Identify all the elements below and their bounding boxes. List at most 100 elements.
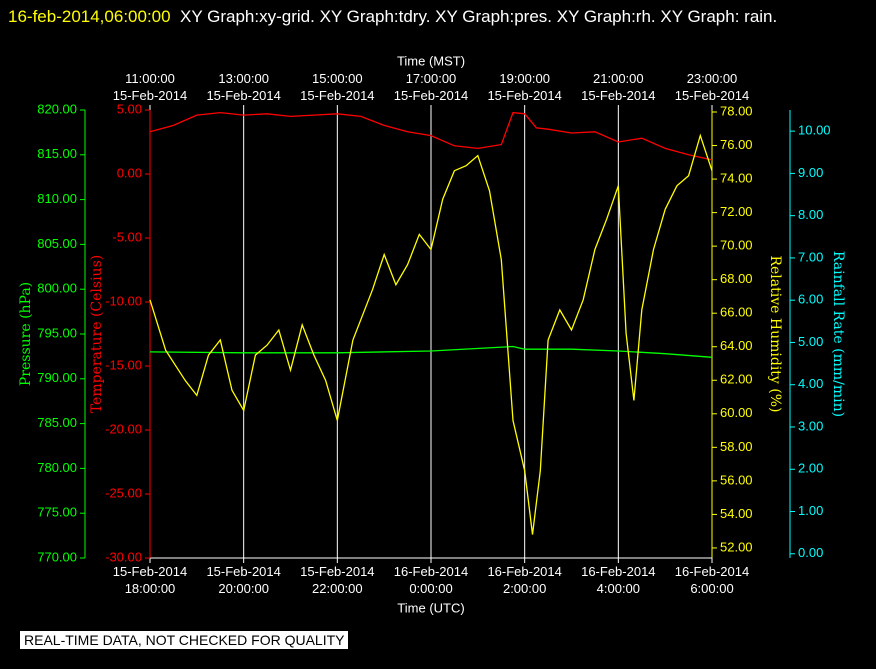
y3-tick-label: 810.00	[37, 191, 77, 206]
timestamp: 16-feb-2014,06:00:00	[8, 7, 171, 26]
data-line	[149, 111, 713, 161]
y4-tick-label: 4.00	[798, 376, 823, 391]
x-tick-label: 15-Feb-2014 22:00:00	[300, 564, 374, 596]
y3-axis-title: Pressure (hPa)	[18, 282, 34, 386]
y-tick-label: -5.00	[112, 229, 142, 244]
y2-tick-label: 66.00	[720, 305, 753, 320]
x-tick-label: 19:00:00 15-Feb-2014	[487, 71, 561, 103]
x-tick-label-line: 15-Feb-2014	[581, 88, 655, 103]
x-axis-title: Time (UTC)	[397, 600, 464, 615]
x-tick-label-line: 15-Feb-2014	[300, 564, 374, 579]
x-tick-label-line: 6:00:00	[690, 581, 733, 596]
x-tick-label: 23:00:00 15-Feb-2014	[675, 71, 749, 103]
x-tick-label-line: 19:00:00	[499, 71, 550, 86]
y4-tick-label: 10.00	[798, 123, 831, 138]
x-tick-label-line: 2:00:00	[503, 581, 546, 596]
y4-tick-label: 1.00	[798, 503, 823, 518]
y3-tick-label: 815.00	[37, 146, 77, 161]
y2-tick-label: 62.00	[720, 372, 753, 387]
y3-tick-label: 775.00	[37, 505, 77, 520]
y3-tick-label: 800.00	[37, 281, 77, 296]
x-tick-label-line: 20:00:00	[218, 581, 269, 596]
x-tick-label-line: 15-Feb-2014	[487, 88, 561, 103]
x-tick-label-line: 16-Feb-2014	[581, 564, 655, 579]
x-tick-label: 16-Feb-2014 4:00:00	[581, 564, 655, 596]
y3-tick-label: 820.00	[37, 101, 77, 116]
y4-tick-label: 0.00	[798, 545, 823, 560]
y-tick-label: 5.00	[117, 101, 142, 116]
x-tick-label-line: 18:00:00	[125, 581, 176, 596]
y4-tick-label: 5.00	[798, 334, 823, 349]
y3-tick-label: 805.00	[37, 236, 77, 251]
data-line	[149, 133, 713, 535]
x-tick-label-line: 15-Feb-2014	[206, 564, 280, 579]
y4-tick-label: 8.00	[798, 207, 823, 222]
x-tick-label-line: 23:00:00	[687, 71, 738, 86]
y4-tick-label: 9.00	[798, 165, 823, 180]
x-tick-label-line: 21:00:00	[593, 71, 644, 86]
x-tick-label-line: 22:00:00	[312, 581, 363, 596]
data-line	[149, 345, 713, 358]
x-tick-label-line: 15:00:00	[312, 71, 363, 86]
x-tick-label: 15:00:00 15-Feb-2014	[300, 71, 374, 103]
x-tick-label: 16-Feb-2014 2:00:00	[487, 564, 561, 596]
y-axis-title: Temperature (Celsius)	[89, 255, 105, 413]
x-tick-label-line: 16-Feb-2014	[394, 564, 468, 579]
x-tick-label: 11:00:00 15-Feb-2014	[113, 71, 187, 103]
x-tick-label-line: 16-Feb-2014	[675, 564, 749, 579]
x-tick-label-line: 15-Feb-2014	[206, 88, 280, 103]
y4-tick-label: 7.00	[798, 249, 823, 264]
y2-tick-label: 58.00	[720, 439, 753, 454]
y3-tick-label: 780.00	[37, 460, 77, 475]
y-tick-label: -20.00	[105, 421, 142, 436]
y4-tick-label: 6.00	[798, 292, 823, 307]
x-tick-label-line: 17:00:00	[406, 71, 457, 86]
x-tick-label-line: 13:00:00	[218, 71, 269, 86]
x-tick-label-line: 15-Feb-2014	[394, 88, 468, 103]
y-tick-label: -15.00	[105, 357, 142, 372]
quality-note: REAL-TIME DATA, NOT CHECKED FOR QUALITY	[20, 631, 349, 649]
y2-tick-label: 68.00	[720, 271, 753, 286]
header: 16-feb-2014,06:00:00 XY Graph:xy-grid. X…	[8, 2, 858, 32]
x-tick-label-line: 15-Feb-2014	[675, 88, 749, 103]
y3-tick-label: 795.00	[37, 325, 77, 340]
x-tick-label-line: 16-Feb-2014	[487, 564, 561, 579]
x-tick-label-line: 15-Feb-2014	[300, 88, 374, 103]
x2-axis-title: Time (MST)	[397, 53, 465, 68]
title: XY Graph:xy-grid. XY Graph:tdry. XY Grap…	[180, 7, 778, 26]
x-tick-label-line: 15-Feb-2014	[113, 564, 187, 579]
y2-tick-label: 52.00	[720, 539, 753, 554]
y2-tick-label: 60.00	[720, 405, 753, 420]
x-tick-label: 16-Feb-2014 0:00:00	[394, 564, 468, 596]
y-tick-label: -30.00	[105, 549, 142, 564]
x-tick-label: 17:00:00 15-Feb-2014	[394, 71, 468, 103]
y2-tick-label: 72.00	[720, 204, 753, 219]
y2-axis-title: Relative Humidity (%)	[767, 255, 783, 412]
y2-tick-label: 74.00	[720, 171, 753, 186]
y2-tick-label: 78.00	[720, 103, 753, 118]
y2-tick-label: 64.00	[720, 338, 753, 353]
y-tick-label: 0.00	[117, 165, 142, 180]
x-tick-label: 13:00:00 15-Feb-2014	[206, 71, 280, 103]
x-tick-label-line: 0:00:00	[409, 581, 452, 596]
y4-axis-title: Rainfall Rate (mm/min)	[830, 251, 846, 417]
y-tick-label: -25.00	[105, 485, 142, 500]
x-tick-label: 21:00:00 15-Feb-2014	[581, 71, 655, 103]
x-tick-label: 15-Feb-2014 20:00:00	[206, 564, 280, 596]
y3-tick-label: 790.00	[37, 370, 77, 385]
y2-tick-label: 76.00	[720, 137, 753, 152]
x-tick-label-line: 15-Feb-2014	[113, 88, 187, 103]
y3-tick-label: 770.00	[37, 549, 77, 564]
x-tick-label-line: 4:00:00	[597, 581, 640, 596]
y-tick-label: -10.00	[105, 293, 142, 308]
y2-tick-label: 56.00	[720, 472, 753, 487]
y2-tick-label: 70.00	[720, 238, 753, 253]
x-tick-label-line: 11:00:00	[125, 71, 175, 86]
y4-tick-label: 2.00	[798, 461, 823, 476]
y4-tick-label: 3.00	[798, 418, 823, 433]
y2-tick-label: 54.00	[720, 506, 753, 521]
x-tick-label: 15-Feb-2014 18:00:00	[113, 564, 187, 596]
y3-tick-label: 785.00	[37, 415, 77, 430]
